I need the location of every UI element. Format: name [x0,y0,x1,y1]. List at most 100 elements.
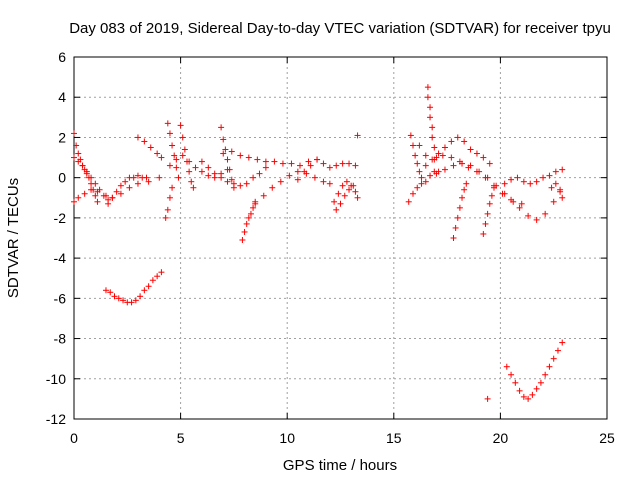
data-point [484,395,491,402]
y-tick-label: 4 [58,89,66,105]
data-point [166,194,173,201]
series-segment-13 [239,198,259,244]
data-point [224,156,231,163]
data-point [228,148,235,155]
data-point [456,204,463,211]
series-segment-6 [102,269,165,306]
data-point [552,180,559,187]
x-tick-label: 25 [599,430,615,446]
series-segment-16 [331,178,361,205]
data-point [243,220,250,227]
data-point [416,168,423,175]
data-point [96,186,103,193]
y-tick-label: 0 [58,170,66,186]
data-point [294,176,301,183]
data-point [409,142,416,149]
series-segment-2 [71,154,112,203]
data-point [252,200,259,207]
data-point [431,144,438,151]
series-segment-10 [198,158,269,189]
data-point [100,192,107,199]
data-point [107,289,114,296]
x-axis-label: GPS time / hours [283,457,397,474]
data-point [412,152,419,159]
data-point [350,182,357,189]
y-tick-labels: -12 -10 -8 -6 -4 -2 0 2 4 6 [46,49,66,427]
data-point [542,371,549,378]
plot-frame [73,56,608,420]
data-point [243,180,250,187]
data-point [85,174,92,181]
series-segment-27 [501,166,566,187]
data-point [205,172,212,179]
data-point [75,194,82,201]
data-point [346,186,353,193]
data-point [486,160,493,167]
data-point [220,150,227,157]
data-point [554,347,561,354]
data-point [448,138,455,145]
data-point [186,168,193,175]
y-tick-label: 2 [58,129,66,145]
series-segment-15 [294,156,359,183]
data-point [433,170,440,177]
data-point [354,194,361,201]
data-point [559,339,566,346]
x-tick-labels: 0 5 10 15 20 25 [70,430,615,446]
series-segment-9 [177,122,197,191]
data-point [333,206,340,213]
data-point [405,198,412,205]
data-point [429,124,436,131]
data-point [414,184,421,191]
data-point [454,214,461,221]
data-point [81,190,88,197]
data-point [450,162,457,169]
data-point [461,138,468,145]
series-segment-4 [105,172,150,207]
data-point [448,154,455,161]
series-segment-30 [503,339,566,402]
series-segment-14 [252,168,333,207]
data-point [158,269,165,276]
data-point [518,200,525,207]
data-point [422,178,429,185]
data-point [262,164,269,171]
data-point [158,154,165,161]
data-point [527,180,534,187]
data-point [473,150,480,157]
data-point [429,134,436,141]
data-point [88,180,95,187]
data-point [71,198,77,205]
data-point [183,158,190,165]
grid-lines [74,57,607,419]
data-point [520,393,527,400]
data-point [533,216,540,223]
data-point [296,162,303,169]
data-point [145,178,152,185]
data-point [435,150,442,157]
data-point [254,156,261,163]
data-point [354,132,361,139]
x-tick-label: 0 [70,430,78,446]
data-point [117,182,124,189]
data-point [550,198,557,205]
data-point [164,120,171,127]
data-point [83,170,90,177]
data-point [224,178,231,185]
y-tick-label: -8 [54,331,67,347]
data-point [198,168,205,175]
data-point [271,158,278,165]
data-point [520,178,527,185]
data-point [486,200,493,207]
data-point [459,194,466,201]
data-point [113,188,120,195]
data-point [439,152,446,159]
data-point [484,174,491,181]
series-segment-22 [424,84,440,161]
data-point [441,166,448,173]
y-tick-label: 6 [58,49,66,65]
data-point [115,295,122,302]
data-point [162,214,169,221]
data-point [491,184,498,191]
data-point [141,138,148,145]
